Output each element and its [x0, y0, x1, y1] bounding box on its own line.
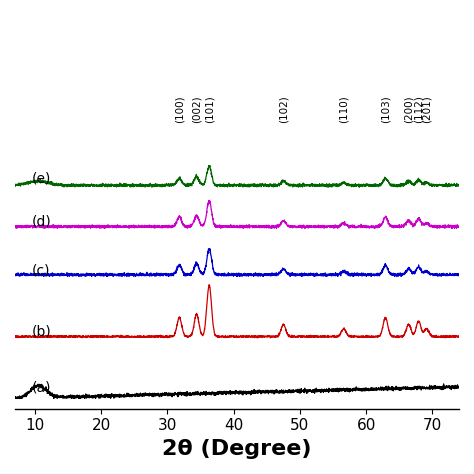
Text: (100): (100) — [174, 96, 184, 123]
Text: (112): (112) — [414, 96, 424, 123]
Text: (200): (200) — [404, 96, 414, 123]
Text: (102): (102) — [278, 96, 288, 123]
Text: (110): (110) — [339, 96, 349, 123]
Text: (c): (c) — [32, 263, 50, 277]
Text: (d): (d) — [32, 214, 51, 228]
Text: (b): (b) — [32, 324, 51, 338]
X-axis label: 2θ (Degree): 2θ (Degree) — [162, 439, 312, 459]
Text: (103): (103) — [381, 96, 391, 123]
Text: (002): (002) — [191, 96, 201, 123]
Text: (e): (e) — [32, 172, 51, 185]
Text: (201): (201) — [421, 96, 431, 123]
Text: (101): (101) — [204, 96, 214, 123]
Text: (a): (a) — [32, 381, 51, 394]
